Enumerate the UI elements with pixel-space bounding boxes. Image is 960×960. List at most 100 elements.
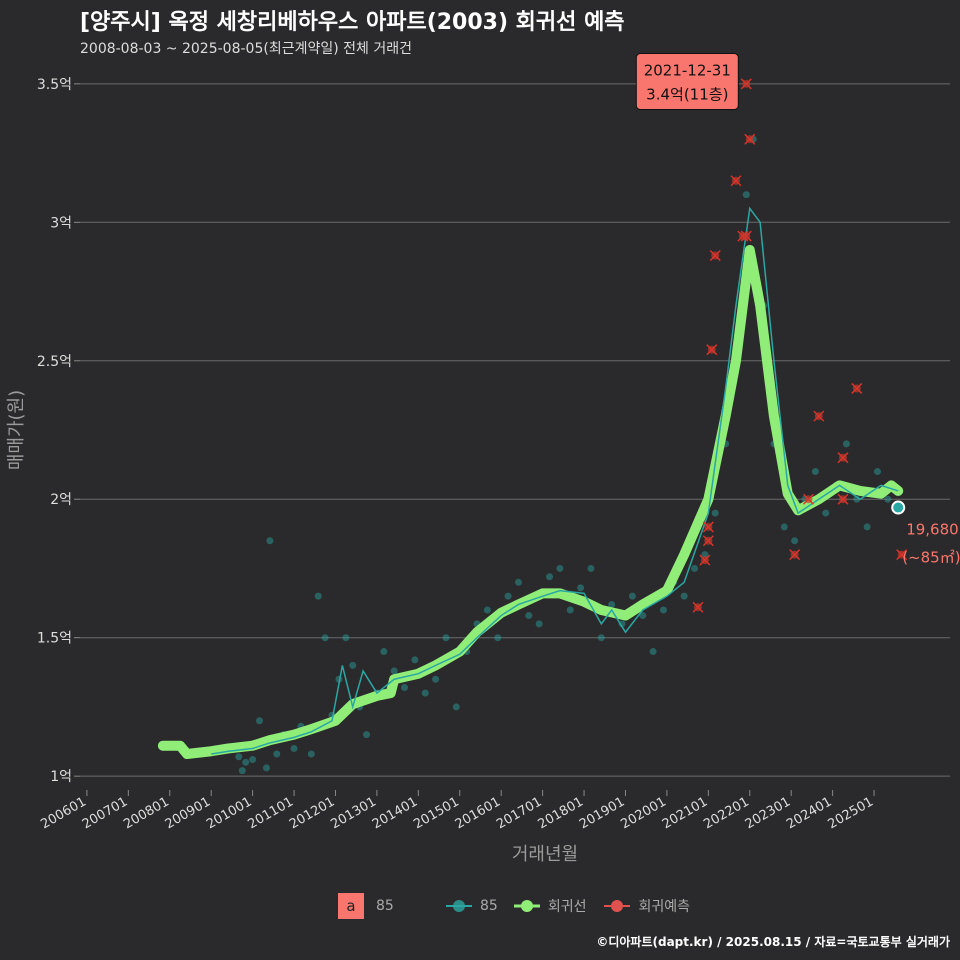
max-price-label-date: 2021-12-31: [644, 62, 731, 80]
scatter-point: [525, 612, 533, 620]
y-axis-title: 매매가(원): [6, 390, 27, 470]
source-caption: ©디아파트(dapt.kr) / 2025.08.15 / 자료=국토교통부 실…: [596, 935, 950, 949]
x-tick-label: 202001: [618, 794, 668, 832]
prediction-cross: [851, 382, 863, 394]
prediction-marker: [737, 230, 749, 242]
scatter-point: [290, 744, 298, 752]
prediction-marker: [702, 521, 714, 533]
scatter-point: [691, 564, 699, 572]
max-price-label-value: 3.4억(11층): [646, 86, 728, 104]
scatter-point: [556, 564, 564, 572]
prediction-marker: [837, 493, 849, 505]
scatter-point: [321, 634, 329, 642]
x-tick-label: 201001: [204, 794, 254, 832]
legend-series: 85 회귀선 회귀예측: [444, 892, 690, 920]
x-tick-label: 201601: [453, 794, 503, 832]
scatter-point: [380, 648, 388, 656]
prediction-cross: [789, 549, 801, 561]
prediction-cross: [744, 133, 756, 145]
x-tick-label: 201201: [287, 794, 337, 832]
legend-label-prediction: 회귀예측: [638, 899, 690, 915]
latest-label-area: (~85㎡): [902, 549, 960, 567]
x-tick-label: 202101: [660, 794, 710, 832]
x-axis-title: 거래년월: [512, 844, 578, 865]
x-tick-label: 201901: [577, 794, 627, 832]
scatter-point: [608, 600, 616, 608]
scatter-point: [546, 573, 554, 581]
prediction-cross: [740, 78, 752, 90]
scatter-point: [504, 592, 512, 600]
prediction-marker: [837, 452, 849, 464]
x-tick-label: 201301: [328, 794, 378, 832]
x-tick-label: 200901: [163, 794, 213, 832]
x-tick-label: 201401: [370, 794, 420, 832]
scatter-point: [842, 440, 850, 448]
max-price-label-box: [635, 53, 739, 111]
scatter-point: [390, 667, 398, 675]
scatter-point: [452, 703, 460, 711]
prediction-cross: [706, 344, 718, 356]
prediction-marker: [699, 554, 711, 566]
scatter-point: [483, 606, 491, 614]
scatter-point: [238, 767, 246, 775]
scatter-point: [242, 758, 250, 766]
prediction-marker: [702, 535, 714, 547]
scatter-point: [577, 584, 585, 592]
legend: a 85: [338, 892, 394, 920]
prediction-cross: [896, 549, 908, 561]
prediction-cross: [837, 493, 849, 505]
x-tick-label: 200701: [80, 794, 130, 832]
legend-fill-key: a: [338, 893, 364, 919]
prediction-cross: [702, 535, 714, 547]
prediction-cross: [813, 410, 825, 422]
scatter-point: [618, 620, 626, 628]
scatter-point: [628, 592, 636, 600]
scatter-point: [421, 689, 429, 697]
x-tick-label: 201701: [494, 794, 544, 832]
prediction-marker: [692, 601, 704, 613]
y-tick-label: 1.5억: [37, 631, 72, 647]
prediction-marker: [896, 549, 908, 561]
prediction-marker: [744, 133, 756, 145]
legend-prediction-icon: [604, 900, 631, 912]
scatter-point: [307, 750, 315, 758]
scatter-point: [314, 592, 322, 600]
prediction-marker: [802, 493, 814, 505]
prediction-marker: [706, 344, 718, 356]
scatter-point: [701, 551, 709, 559]
x-tick-label: 201801: [536, 794, 586, 832]
prediction-cross: [699, 554, 711, 566]
scatter-point: [884, 495, 892, 503]
y-tick-label: 3.5억: [37, 77, 72, 93]
scatter-point: [639, 612, 647, 620]
legend-85-icon: [446, 900, 472, 912]
chart-title: [양주시] 옥정 세창리베하우스 아파트(2003) 회귀선 예측: [80, 10, 625, 35]
chart-area: 1억 1.5억 2억 2.5억 3억 3.5억 2006012007012008012009…: [6, 53, 960, 865]
scatter-point: [780, 523, 788, 531]
scatter-point: [432, 675, 440, 683]
average-price-line: [211, 206, 899, 755]
scatter-point: [401, 684, 409, 692]
y-tick-label: 2억: [50, 492, 72, 508]
prediction-cross: [692, 601, 704, 613]
scatter-point: [273, 750, 281, 758]
scatter-point: [442, 634, 450, 642]
scatter-point: [597, 634, 605, 642]
prediction-cross: [702, 521, 714, 533]
scatter-point: [791, 537, 799, 545]
scatter-point: [363, 731, 371, 739]
scatter-point: [494, 634, 502, 642]
scatter-point: [680, 592, 688, 600]
x-tick-label: 202501: [826, 794, 876, 832]
scatter-point: [235, 753, 243, 761]
legend-fill-key-label: 85: [376, 898, 394, 914]
scatter-point: [349, 661, 357, 669]
x-tick-label: 202201: [701, 794, 751, 832]
prediction-cross: [730, 175, 742, 187]
scatter-point: [711, 509, 719, 517]
scatter-point: [262, 764, 270, 772]
y-tick-label: 1억: [50, 769, 72, 785]
scatter-point: [249, 756, 257, 764]
scatter-point: [874, 468, 881, 476]
scatter-point: [587, 564, 595, 572]
